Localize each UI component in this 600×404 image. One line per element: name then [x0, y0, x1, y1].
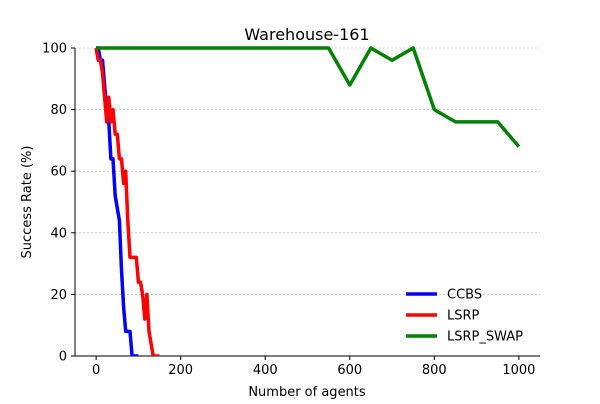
- series-line-ccbs: [96, 46, 139, 356]
- y-axis-title: Success Rate (%): [20, 146, 35, 259]
- y-tick-label: 0: [59, 350, 67, 365]
- legend-label: LSRP_SWAP: [447, 330, 523, 345]
- y-tick-label: 80: [50, 103, 67, 118]
- y-tick-label: 60: [50, 165, 67, 180]
- y-tick-label: 40: [50, 226, 67, 241]
- ticks: 0 200 400 600 800 1000 0 20 40 60 80 100: [42, 42, 535, 379]
- x-tick-label: 800: [422, 363, 447, 378]
- legend-label: CCBS: [447, 288, 482, 303]
- series: [94, 46, 521, 356]
- series-line-lsrp: [94, 47, 160, 356]
- x-tick-label: 400: [253, 363, 278, 378]
- x-tick-label: 200: [168, 363, 193, 378]
- x-tick-label: 0: [92, 363, 100, 378]
- series-line-lsrp-swap: [96, 46, 521, 148]
- x-axis-title: Number of agents: [248, 385, 366, 400]
- x-tick-label: 1000: [502, 363, 535, 378]
- chart-title: Warehouse-161: [244, 25, 369, 44]
- y-tick-label: 20: [50, 288, 67, 303]
- x-tick-label: 600: [337, 363, 362, 378]
- legend-label: LSRP: [447, 309, 480, 324]
- y-tick-label: 100: [42, 42, 67, 57]
- legend: CCBS LSRP LSRP_SWAP: [406, 288, 523, 345]
